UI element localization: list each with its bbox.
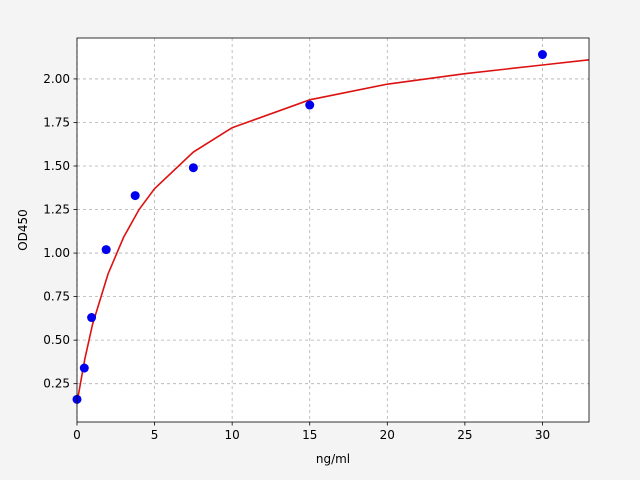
y-tick-label: 2.00 (43, 72, 70, 86)
x-tick-label: 30 (535, 428, 550, 442)
x-axis-label: ng/ml (316, 452, 350, 466)
x-tick-label: 5 (151, 428, 159, 442)
x-tick-label: 20 (380, 428, 395, 442)
y-tick-label: 0.75 (43, 290, 70, 304)
data-point (537, 50, 547, 60)
data-point (188, 163, 198, 173)
x-tick-label: 0 (73, 428, 81, 442)
data-point (87, 313, 97, 323)
y-axis-label: OD450 (16, 209, 30, 251)
data-point (101, 245, 111, 255)
y-tick-label: 1.50 (43, 159, 70, 173)
y-tick-label: 0.25 (43, 377, 70, 391)
data-point (79, 363, 89, 373)
x-tick-label: 15 (302, 428, 317, 442)
y-tick-label: 1.75 (43, 115, 70, 129)
data-point (130, 191, 140, 201)
x-tick-label: 25 (457, 428, 472, 442)
data-point (305, 100, 315, 110)
plot-frame (76, 37, 590, 423)
y-tick-label: 1.00 (43, 246, 70, 260)
y-tick-label: 0.50 (43, 333, 70, 347)
plot-background (77, 38, 589, 422)
x-tick-label: 10 (225, 428, 240, 442)
y-tick-label: 1.25 (43, 203, 70, 217)
